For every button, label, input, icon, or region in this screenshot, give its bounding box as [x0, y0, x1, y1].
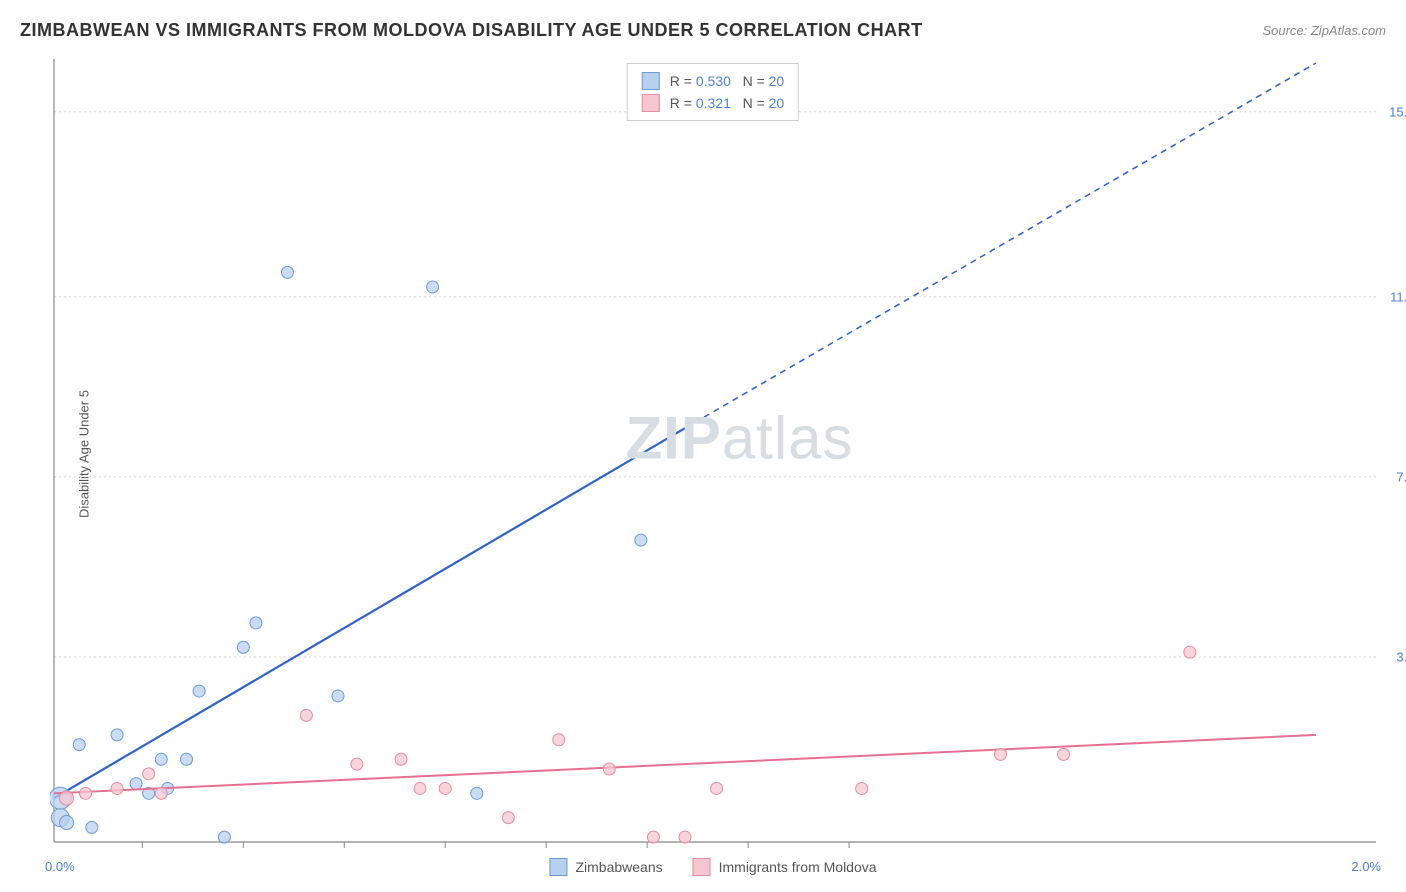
correlation-legend-row: R = 0.321 N = 20	[642, 92, 784, 114]
y-tick-label: 15.0%	[1389, 104, 1406, 119]
legend-swatch	[693, 858, 711, 876]
chart-title: ZIMBABWEAN VS IMMIGRANTS FROM MOLDOVA DI…	[20, 20, 923, 41]
legend-label: Immigrants from Moldova	[719, 859, 877, 875]
legend-swatch	[549, 858, 567, 876]
scatter-plot	[50, 55, 1376, 852]
y-tick-label: 3.8%	[1396, 649, 1406, 664]
series-legend-item: Zimbabweans	[549, 858, 662, 876]
chart-source: Source: ZipAtlas.com	[1262, 23, 1386, 38]
legend-label: Zimbabweans	[575, 859, 662, 875]
legend-swatch	[642, 72, 660, 90]
x-axis-origin-label: 0.0%	[45, 859, 75, 874]
correlation-legend-row: R = 0.530 N = 20	[642, 70, 784, 92]
chart-area: Disability Age Under 5 0.0% 2.0% ZIPatla…	[50, 55, 1376, 852]
legend-stat-text: R = 0.321 N = 20	[670, 95, 784, 111]
legend-swatch	[642, 94, 660, 112]
series-legend: Zimbabweans Immigrants from Moldova	[549, 858, 876, 876]
legend-stat-text: R = 0.530 N = 20	[670, 73, 784, 89]
correlation-legend: R = 0.530 N = 20 R = 0.321 N = 20	[627, 63, 799, 121]
series-legend-item: Immigrants from Moldova	[693, 858, 877, 876]
x-axis-end-label: 2.0%	[1351, 859, 1381, 874]
y-tick-label: 11.2%	[1390, 289, 1406, 304]
y-tick-label: 7.5%	[1396, 469, 1406, 484]
